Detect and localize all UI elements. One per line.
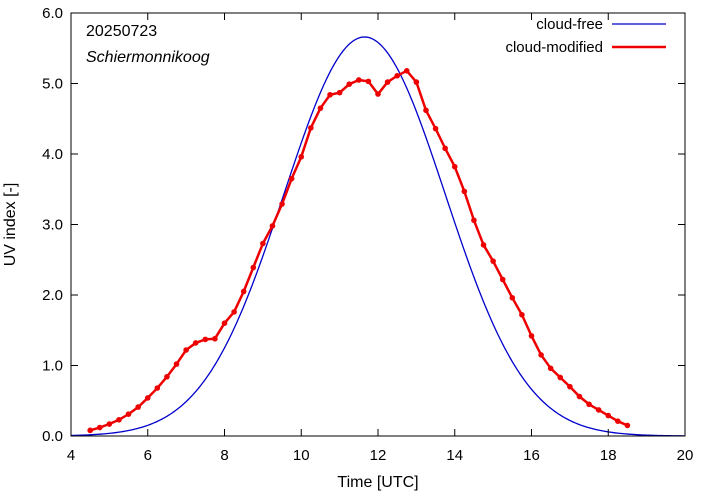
data-point-cloud-modified [96, 424, 103, 431]
series-line-cloud-free [70, 36, 686, 437]
x-axis-label: Time [UTC] [337, 474, 418, 491]
data-point-cloud-modified [298, 154, 305, 160]
data-point-cloud-modified [106, 421, 113, 427]
x-tick-label: 6 [144, 447, 152, 464]
y-axis-label: UV index [-] [2, 183, 19, 267]
data-point-cloud-modified [490, 258, 496, 264]
data-point-cloud-modified [269, 223, 276, 229]
data-point-cloud-modified [317, 105, 324, 111]
data-point-cloud-modified [144, 395, 151, 401]
data-point-cloud-modified [192, 340, 199, 346]
data-point-cloud-modified [135, 404, 141, 410]
y-tick-label: 2.0 [42, 287, 63, 304]
data-point-cloud-modified [327, 91, 333, 98]
y-tick-label: 1.0 [42, 358, 63, 375]
data-point-cloud-modified [250, 264, 257, 271]
data-point-cloud-modified [403, 68, 410, 74]
data-point-cloud-modified [202, 336, 209, 343]
data-point-cloud-modified [336, 89, 343, 96]
y-tick-label: 0.0 [42, 428, 63, 445]
date-annotation: 20250723 [86, 23, 157, 40]
data-point-cloud-modified [154, 385, 161, 391]
data-point-cloud-modified [356, 77, 362, 83]
data-point-cloud-modified [442, 145, 448, 152]
data-point-cloud-modified [116, 416, 122, 423]
data-point-cloud-modified [499, 276, 506, 283]
legend-item-cloud-free: cloud-free [536, 16, 666, 33]
y-tick-label: 3.0 [42, 217, 63, 234]
data-point-cloud-modified [519, 311, 525, 318]
data-point-cloud-modified [125, 411, 132, 417]
data-point-cloud-modified [595, 407, 602, 413]
data-point-cloud-modified [346, 81, 353, 88]
legend-item-cloud-modified: cloud-modified [505, 39, 666, 56]
plot-frame [70, 12, 686, 437]
data-point-cloud-modified [547, 365, 554, 372]
data-point-cloud-modified [183, 347, 189, 353]
data-point-cloud-modified [586, 401, 592, 408]
x-tick-label: 4 [67, 447, 75, 464]
data-point-cloud-modified [413, 79, 420, 85]
data-point-cloud-modified [164, 373, 170, 380]
data-point-cloud-modified [212, 335, 218, 342]
data-point-cloud-modified [509, 295, 516, 301]
series-line-cloud-modified [89, 69, 628, 432]
y-tick-label: 6.0 [42, 5, 63, 22]
legend-label-cloud-free: cloud-free [536, 16, 603, 33]
x-tick-label: 12 [370, 447, 387, 464]
data-point-cloud-modified [557, 374, 564, 381]
y-tick-label: 5.0 [42, 76, 63, 93]
data-point-cloud-modified [260, 240, 266, 247]
x-tick-label: 18 [600, 447, 617, 464]
data-point-cloud-modified [279, 201, 285, 207]
location-annotation: Schiermonnikoog [86, 49, 210, 66]
data-point-cloud-modified [432, 125, 439, 132]
x-tick-label: 8 [220, 447, 228, 464]
data-point-cloud-modified [240, 288, 247, 295]
y-tick-label: 4.0 [42, 146, 63, 163]
data-point-cloud-modified [471, 217, 477, 224]
x-tick-label: 16 [523, 447, 540, 464]
data-point-cloud-modified [423, 107, 429, 114]
data-point-cloud-modified [451, 163, 458, 170]
x-tick-label: 14 [446, 447, 463, 464]
data-point-cloud-modified [567, 383, 573, 390]
tick-layer: 4 6 8 10 12 14 16 18 20 0.0 1.0 2.0 3.0 4.0 5.0 6.0 [42, 5, 693, 464]
data-point-cloud-modified [384, 79, 391, 85]
data-point-cloud-modified [624, 422, 631, 429]
data-point-cloud-modified [231, 309, 237, 315]
data-point-cloud-modified [221, 320, 228, 327]
data-point-cloud-modified [528, 333, 535, 339]
data-point-cloud-modified [308, 125, 314, 131]
data-point-cloud-modified [461, 188, 468, 195]
data-point-cloud-modified [87, 427, 93, 434]
data-point-cloud-modified [576, 393, 583, 400]
data-point-cloud-modified [538, 352, 544, 358]
data-point-cloud-modified [375, 91, 381, 97]
data-point-cloud-modified [365, 78, 372, 85]
data-point-cloud-modified [605, 412, 612, 419]
series-layer [70, 36, 686, 437]
data-point-cloud-modified [288, 175, 295, 182]
data-point-cloud-modified [480, 242, 487, 248]
x-tick-label: 10 [293, 447, 310, 464]
data-point-cloud-modified [394, 72, 400, 79]
data-point-cloud-modified [173, 361, 180, 367]
legend-label-cloud-modified: cloud-modified [505, 39, 603, 56]
legend: cloud-free cloud-modified [505, 16, 666, 56]
x-tick-label: 20 [677, 447, 694, 464]
data-point-cloud-modified [615, 418, 621, 424]
